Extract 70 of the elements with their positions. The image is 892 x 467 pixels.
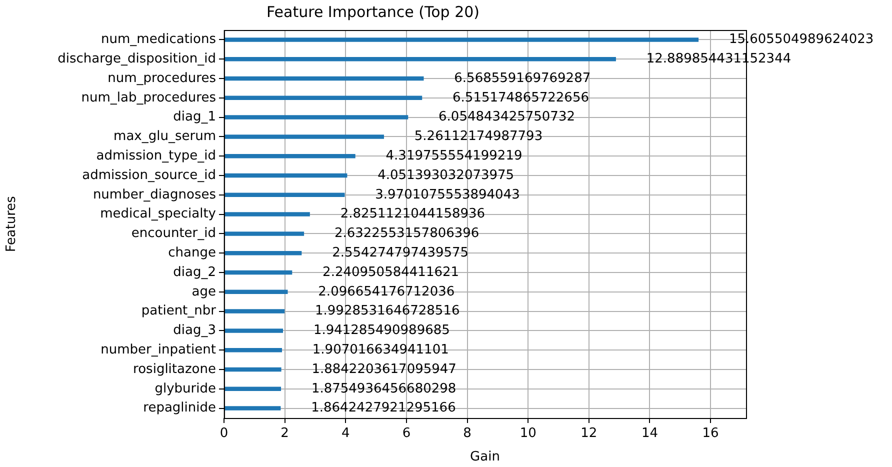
data-label: 2.240950584411621	[322, 264, 460, 280]
bar	[224, 386, 282, 392]
bar	[224, 328, 284, 333]
bar	[224, 76, 424, 81]
y-tick-label: repaglinide	[143, 400, 216, 416]
y-tick-label: rosiglitazone	[133, 362, 216, 377]
bar	[224, 56, 616, 62]
x-tick-label: 14	[641, 426, 658, 442]
x-tick-label: 4	[341, 426, 350, 442]
bar	[224, 192, 345, 198]
data-label: 1.9928531646728516	[315, 304, 460, 319]
data-label: 6.054843425750732	[438, 110, 575, 125]
y-tick-label: diag_3	[173, 323, 216, 338]
bar	[224, 367, 282, 372]
data-label: 2.8251121044158936	[340, 206, 486, 222]
y-tick-label: diag_1	[173, 110, 216, 125]
bar	[224, 348, 282, 352]
bar	[224, 232, 304, 236]
data-label: 4.319755554199219	[386, 148, 522, 164]
y-tick-label: change	[168, 245, 216, 260]
bar	[224, 212, 310, 216]
data-label: 1.8642427921295166	[311, 400, 456, 416]
y-tick-label: diag_2	[173, 264, 216, 280]
bar	[224, 134, 384, 139]
y-tick-label: num_medications	[101, 32, 216, 48]
y-tick-label: patient_nbr	[141, 304, 217, 319]
y-tick-label: number_diagnoses	[92, 187, 216, 202]
x-tick-label: 6	[402, 426, 411, 442]
y-tick-label: encounter_id	[131, 226, 216, 242]
y-tick-label: age	[192, 284, 216, 300]
data-label: 6.515174865722656	[452, 90, 589, 106]
bar	[224, 115, 408, 120]
bar	[224, 309, 285, 314]
data-label: 1.907016634941101	[312, 342, 449, 358]
bar	[224, 173, 348, 178]
x-axis-title: Gain	[470, 450, 500, 465]
x-tick-label: 0	[220, 426, 228, 442]
data-label: 2.554274797439575	[332, 245, 469, 260]
bar	[224, 38, 699, 42]
bar	[224, 250, 302, 256]
y-tick-label: number_inpatient	[100, 342, 216, 358]
data-label: 2.6322553157806396	[334, 226, 480, 242]
y-axis-title: Features	[4, 196, 20, 252]
y-tick-label: admission_type_id	[96, 148, 216, 164]
data-label: 4.051393032073975	[378, 168, 514, 183]
y-tick-label: medical_specialty	[100, 206, 216, 222]
x-tick-label: 10	[520, 426, 536, 442]
y-tick-label: max_glu_serum	[114, 129, 216, 144]
data-label: 1.941285490989685	[313, 323, 450, 338]
bar	[224, 96, 422, 100]
y-tick-label: admission_source_id	[82, 168, 216, 183]
data-label: 2.096654176712036	[318, 284, 455, 300]
data-label: 1.8842203617095947	[312, 362, 456, 377]
data-label: 5.26112174987793	[414, 129, 543, 144]
bar	[224, 270, 292, 275]
y-tick-label: glyburide	[154, 381, 216, 396]
bar	[224, 406, 281, 410]
y-tick-label: num_procedures	[108, 70, 216, 86]
chart-title: Feature Importance (Top 20)	[266, 2, 480, 21]
data-label: 3.9701075553894043	[375, 187, 520, 202]
y-tick-label: num_lab_procedures	[81, 90, 216, 106]
y-tick-label: discharge_disposition_id	[58, 51, 216, 66]
data-label: 1.8754936456680298	[311, 381, 456, 396]
data-label: 6.568559169769287	[454, 70, 591, 86]
x-tick-label: 2	[280, 426, 289, 442]
bar	[224, 154, 356, 158]
bar	[224, 290, 288, 294]
x-tick-label: 12	[580, 426, 598, 442]
x-tick-label: 16	[702, 426, 719, 442]
x-tick-label: 8	[463, 426, 472, 442]
